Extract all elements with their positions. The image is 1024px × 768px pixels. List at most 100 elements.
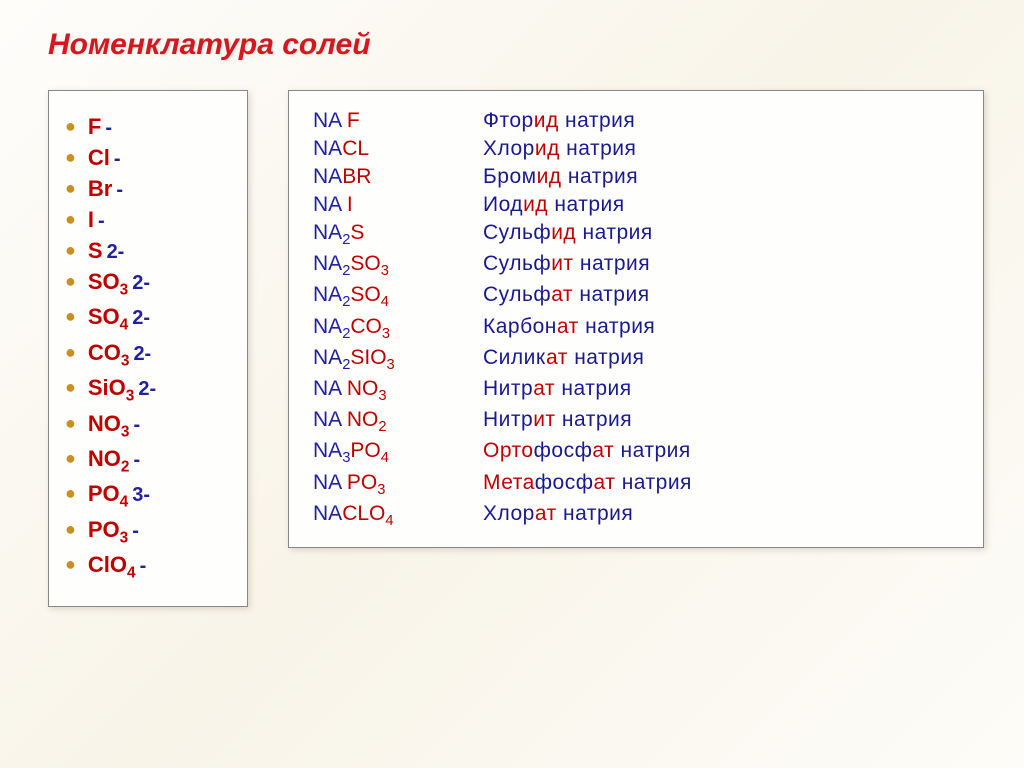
anion-charge: - [105, 117, 112, 140]
salt-formula: Na2SO3 [313, 252, 483, 279]
salt-formula: Na2S [313, 221, 483, 248]
salt-formula: NaCl [313, 137, 483, 161]
salt-row: Na2SO3Сульфит натрия [313, 252, 963, 279]
anion-charge: 2- [132, 272, 150, 295]
anion-symbol: CO3 [88, 340, 130, 370]
page-title: Номенклатура солей [48, 28, 984, 62]
salt-row: Na NO2Нитрит натрия [313, 408, 963, 435]
anion-symbol: NO3 [88, 411, 130, 441]
anion-row: ● ClO4 - [65, 552, 219, 582]
anion-symbol: Cl [88, 145, 110, 171]
anion-symbol: I [88, 207, 94, 233]
anion-charge: - [133, 449, 140, 472]
salt-row: Na PO3Метафосфат натрия [313, 471, 963, 498]
main-columns: ● F - ● Cl - ● Br - ● I - ● S 2- ● SO3 2- ● SO4 2- ● CO… [48, 90, 984, 607]
bullet-icon: ● [65, 554, 76, 575]
salt-formula: Na3PO4 [313, 439, 483, 466]
salt-row: Na NO3Нитрат натрия [313, 377, 963, 404]
bullet-icon: ● [65, 271, 76, 292]
anion-symbol: F [88, 114, 101, 140]
salt-row: Na2SO4Сульфат натрия [313, 283, 963, 310]
salt-formula: Na I [313, 193, 483, 217]
salt-name: Ортофосфат натрия [483, 439, 691, 463]
anion-charge: 2- [138, 378, 156, 401]
bullet-icon: ● [65, 116, 76, 137]
salt-formula: Na F [313, 109, 483, 133]
bullet-icon: ● [65, 209, 76, 230]
salt-row: NaClХлорид натрия [313, 137, 963, 161]
salt-name: Хлорид натрия [483, 137, 636, 161]
salt-name: Силикат натрия [483, 346, 644, 370]
anion-symbol: SO4 [88, 304, 128, 334]
bullet-icon: ● [65, 519, 76, 540]
anion-charge: - [114, 148, 121, 171]
salt-formula: Na PO3 [313, 471, 483, 498]
salt-list-box: Na FФторид натрияNaClХлорид натрияNaBrБр… [288, 90, 984, 548]
salt-formula: NaBr [313, 165, 483, 189]
salt-row: Na FФторид натрия [313, 109, 963, 133]
salt-name: Сульфат натрия [483, 283, 650, 307]
anion-symbol: S [88, 238, 103, 264]
anion-row: ● Br - [65, 176, 219, 202]
anion-symbol: SO3 [88, 269, 128, 299]
anion-symbol: PO3 [88, 517, 128, 547]
salt-name: Фторид натрия [483, 109, 635, 133]
anion-row: ● CO3 2- [65, 340, 219, 370]
anion-row: ● I - [65, 207, 219, 233]
anion-symbol: Br [88, 176, 112, 202]
salt-formula: Na2SiO3 [313, 346, 483, 373]
anion-charge: 3- [132, 484, 150, 507]
salt-formula: Na2SO4 [313, 283, 483, 310]
salt-name: Иодид натрия [483, 193, 625, 217]
anion-symbol: PO4 [88, 481, 128, 511]
salt-row: NaClO4Хлорат натрия [313, 502, 963, 529]
salt-name: Хлорат натрия [483, 502, 633, 526]
anion-symbol: NO2 [88, 446, 130, 476]
anion-charge: - [116, 179, 123, 202]
anion-charge: - [133, 414, 140, 437]
anion-charge: - [132, 520, 139, 543]
bullet-icon: ● [65, 413, 76, 434]
salt-row: NaBrБромид натрия [313, 165, 963, 189]
anion-list-box: ● F - ● Cl - ● Br - ● I - ● S 2- ● SO3 2- ● SO4 2- ● CO… [48, 90, 248, 607]
salt-formula: Na NO3 [313, 377, 483, 404]
anion-row: ● Cl - [65, 145, 219, 171]
salt-row: Na2CO3Карбонат натрия [313, 315, 963, 342]
bullet-icon: ● [65, 306, 76, 327]
anion-row: ● F - [65, 114, 219, 140]
bullet-icon: ● [65, 377, 76, 398]
salt-formula: Na NO2 [313, 408, 483, 435]
bullet-icon: ● [65, 147, 76, 168]
anion-row: ● NO3 - [65, 411, 219, 441]
anion-row: ● S 2- [65, 238, 219, 264]
anion-symbol: ClO4 [88, 552, 136, 582]
salt-row: Na IИодид натрия [313, 193, 963, 217]
anion-row: ● PO3 - [65, 517, 219, 547]
bullet-icon: ● [65, 240, 76, 261]
salt-name: Сульфид натрия [483, 221, 653, 245]
anion-symbol: SiO3 [88, 375, 134, 405]
anion-charge: 2- [107, 241, 125, 264]
bullet-icon: ● [65, 483, 76, 504]
salt-name: Сульфит натрия [483, 252, 650, 276]
salt-name: Бромид натрия [483, 165, 638, 189]
bullet-icon: ● [65, 342, 76, 363]
salt-formula: NaClO4 [313, 502, 483, 529]
bullet-icon: ● [65, 448, 76, 469]
anion-charge: - [98, 210, 105, 233]
anion-row: ● SO3 2- [65, 269, 219, 299]
bullet-icon: ● [65, 178, 76, 199]
salt-name: Нитрат натрия [483, 377, 632, 401]
salt-name: Нитрит натрия [483, 408, 632, 432]
anion-row: ● SiO3 2- [65, 375, 219, 405]
salt-name: Карбонат натрия [483, 315, 655, 339]
anion-charge: 2- [133, 343, 151, 366]
anion-row: ● NO2 - [65, 446, 219, 476]
anion-row: ● SO4 2- [65, 304, 219, 334]
salt-row: Na3PO4Ортофосфат натрия [313, 439, 963, 466]
salt-formula: Na2CO3 [313, 315, 483, 342]
anion-charge: - [140, 555, 147, 578]
anion-charge: 2- [132, 307, 150, 330]
salt-row: Na2SСульфид натрия [313, 221, 963, 248]
salt-row: Na2SiO3Силикат натрия [313, 346, 963, 373]
